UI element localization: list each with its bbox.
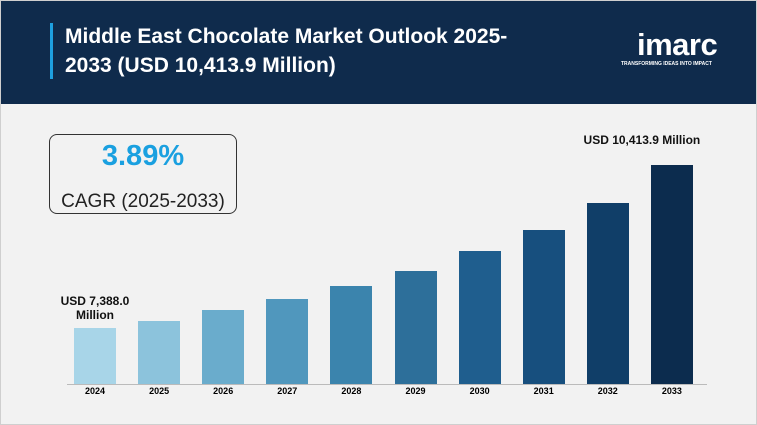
- bar: [458, 251, 501, 384]
- bar: [394, 271, 437, 384]
- cagr-label: CAGR (2025-2033): [61, 191, 225, 212]
- x-tick-label: 2027: [277, 386, 298, 396]
- title-line: 2033 (USD 10,413.9 Million): [65, 54, 336, 77]
- x-tick-label: 2025: [149, 386, 170, 396]
- bar: [202, 310, 245, 384]
- x-tick-label: 2029: [405, 386, 426, 396]
- x-tick-label: 2028: [341, 386, 362, 396]
- tagline: TRANSFORMING IDEAS INTO IMPACT: [621, 61, 712, 67]
- x-tick-label: 2026: [213, 386, 234, 396]
- bar: [650, 165, 693, 384]
- baseline: [67, 384, 707, 385]
- x-tick-label: 2024: [84, 386, 106, 396]
- bar: [266, 299, 309, 384]
- bar: [330, 286, 373, 384]
- title-line: Middle East Chocolate Market Outlook 202…: [65, 25, 508, 48]
- bar: [74, 328, 116, 384]
- data-label: USD 7,388.0 Million: [60, 294, 130, 323]
- accent-bar: [50, 23, 53, 79]
- x-tick-label: 2031: [533, 386, 554, 396]
- x-tick-label: 2030: [469, 386, 490, 396]
- logo: imarc: [637, 27, 718, 62]
- header: Middle East Chocolate Market Outlook 202…: [1, 1, 756, 104]
- bar: [586, 203, 629, 384]
- cagr-box: [49, 134, 237, 214]
- bar: [522, 230, 565, 384]
- x-tick-label: 2032: [597, 386, 618, 396]
- bar: [138, 321, 181, 384]
- x-tick-label: 2033: [661, 386, 682, 396]
- cagr-value: 3.89%: [101, 140, 185, 172]
- data-label: USD 10,413.9 Million: [583, 133, 701, 148]
